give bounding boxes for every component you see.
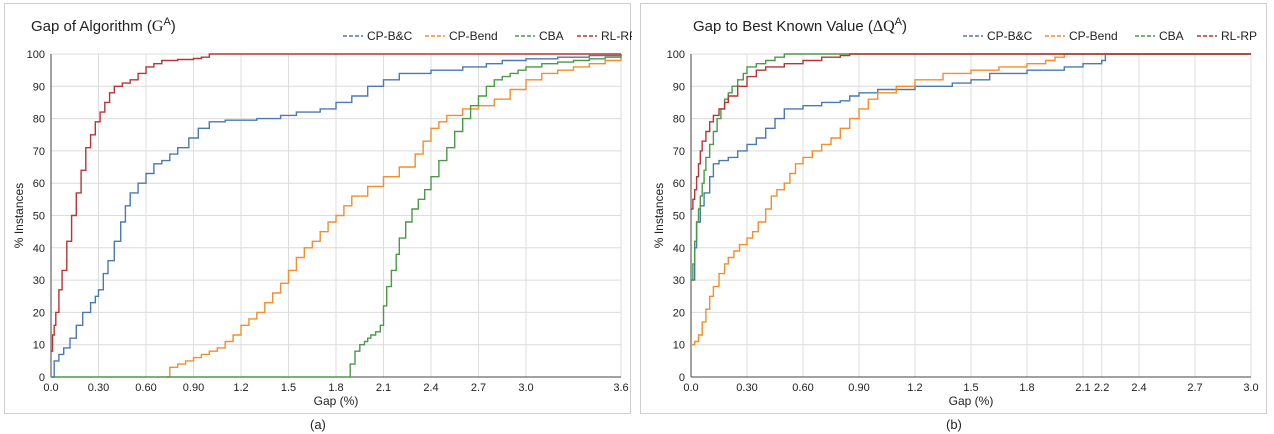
x-axis-label: Gap (%): [949, 394, 994, 408]
y-tick-label: 0: [39, 372, 45, 384]
series-line-rl-rp: [691, 53, 1251, 210]
y-tick-label: 80: [673, 114, 685, 126]
y-tick-label: 50: [673, 211, 685, 223]
legend-label: CBA: [1159, 29, 1184, 43]
y-tick-label: 40: [33, 243, 45, 255]
legend-label: CBA: [539, 29, 564, 43]
x-tick-label: 2.7: [1187, 382, 1202, 394]
x-tick-label: 2.4: [1131, 382, 1146, 394]
x-tick-label: 1.8: [1019, 382, 1034, 394]
x-tick-label: 1.2: [907, 382, 922, 394]
chart-title-a: Gap of Algorithm (GA): [31, 16, 176, 35]
chart-plot-b: 0 10 20 30 40 50 60 70 80 90 100 0.0 0.30 0.60 0.90 1.2…: [652, 29, 1259, 408]
y-tick-label: 100: [27, 49, 45, 61]
series-line-cba: [51, 54, 622, 378]
series-line-cp-b-c: [51, 54, 622, 378]
chart-panel-b: Gap to Best Known Value (ΔQA) 0 10 20 30 40 5…: [640, 3, 1267, 414]
series-line-cp-bend: [691, 53, 1251, 346]
legend-label: CP-Bend: [449, 29, 498, 43]
x-tick-label: 3.0: [1243, 382, 1258, 394]
series-line-cp-b-c: [691, 53, 1251, 281]
y-tick-label: 30: [673, 275, 685, 287]
y-tick-label: 10: [673, 340, 685, 352]
caption-b: (b): [946, 417, 962, 432]
y-tick-label: 10: [33, 340, 45, 352]
y-axis-label: % Instances: [12, 183, 26, 248]
y-tick-label: 30: [33, 275, 45, 287]
y-tick-label: 90: [673, 81, 685, 93]
x-tick-label: 0.0: [683, 382, 698, 394]
x-tick-label: 2.4: [423, 382, 438, 394]
y-tick-label: 70: [33, 146, 45, 158]
x-tick-label: 0.90: [848, 382, 869, 394]
x-tick-label: 0.60: [135, 382, 156, 394]
x-tick-label: 3.6: [613, 382, 628, 394]
caption-a: (a): [310, 417, 326, 432]
x-tick-label: 0.90: [183, 382, 204, 394]
y-axis-label: % Instances: [652, 183, 666, 248]
chart-panel-a: Gap of Algorithm (GA) 0 10 20 30 40 50 60 70 80 9…: [4, 3, 632, 414]
series-line-cba: [691, 53, 1251, 281]
y-tick-label: 50: [33, 211, 45, 223]
y-tick-label: 80: [33, 114, 45, 126]
x-tick-label: 2.1: [376, 382, 391, 394]
x-tick-label: 1.5: [963, 382, 978, 394]
y-tick-label: 20: [33, 307, 45, 319]
series-line-cp-bend: [166, 57, 622, 378]
x-tick-label: 1.8: [328, 382, 343, 394]
x-tick-label: 2.2: [1094, 382, 1109, 394]
y-tick-label: 60: [33, 178, 45, 190]
x-tick-label: 1.2: [233, 382, 248, 394]
x-tick-label: 0.30: [736, 382, 757, 394]
chart-title-b: Gap to Best Known Value (ΔQA): [693, 16, 908, 35]
x-tick-label: 1.5: [281, 382, 296, 394]
y-tick-label: 60: [673, 178, 685, 190]
x-tick-label: 2.7: [471, 382, 486, 394]
legend-label: CP-B&C: [367, 29, 413, 43]
y-tick-label: 40: [673, 243, 685, 255]
legend-label: RL-RP: [601, 29, 632, 43]
legend-label: CP-Bend: [1069, 29, 1118, 43]
x-tick-label: 0.30: [88, 382, 109, 394]
chart-plot-a: 0 10 20 30 40 50 60 70 80 90 100 0.0 0.30 0.60 0.90 1.2…: [12, 29, 632, 408]
y-tick-label: 70: [673, 146, 685, 158]
y-tick-label: 90: [33, 81, 45, 93]
series-line-rl-rp: [51, 53, 621, 352]
x-axis-label: Gap (%): [314, 394, 359, 408]
legend-label: RL-RP: [1221, 29, 1257, 43]
legend-label: CP-B&C: [987, 29, 1033, 43]
x-tick-label: 2.1: [1075, 382, 1090, 394]
x-tick-label: 3.0: [518, 382, 533, 394]
y-tick-label: 0: [679, 372, 685, 384]
y-tick-label: 100: [667, 49, 685, 61]
x-tick-label: 0.60: [792, 382, 813, 394]
x-tick-label: 0.0: [43, 382, 58, 394]
y-tick-label: 20: [673, 307, 685, 319]
